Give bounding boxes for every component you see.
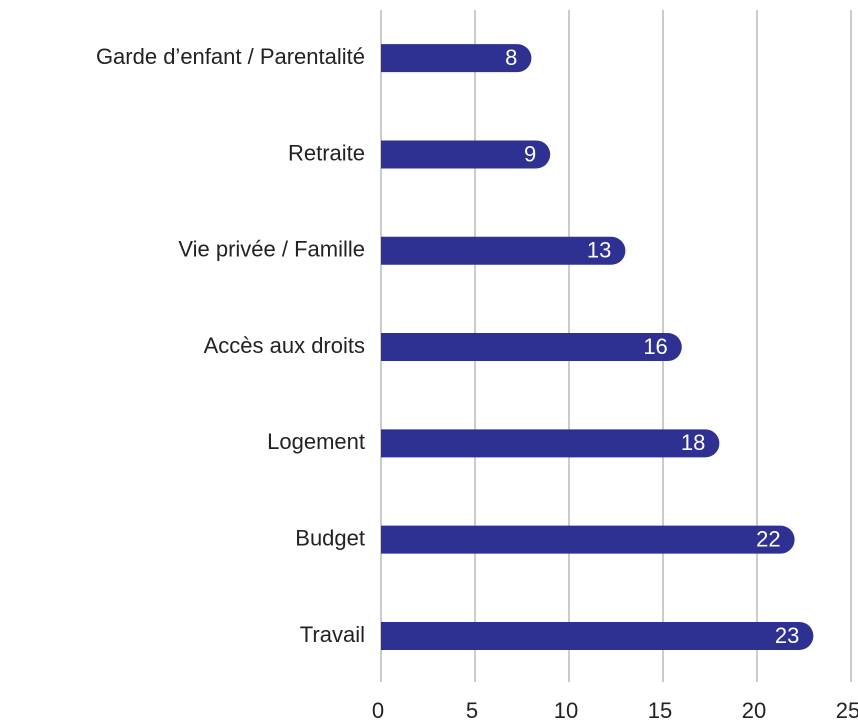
bar <box>381 333 682 362</box>
y-tick-label: Garde d’enfant / Parentalité <box>96 44 365 69</box>
value-label: 9 <box>524 141 536 166</box>
value-label: 18 <box>681 430 705 455</box>
bar <box>381 525 795 554</box>
x-tick-label: 20 <box>742 698 766 723</box>
y-tick-label: Budget <box>295 525 365 550</box>
x-tick-label: 15 <box>648 698 672 723</box>
x-tick-label: 10 <box>554 698 578 723</box>
value-label: 22 <box>756 526 780 551</box>
bar <box>381 429 720 458</box>
value-label: 16 <box>643 334 667 359</box>
x-tick-label: 5 <box>466 698 478 723</box>
y-tick-label: Travail <box>300 622 365 647</box>
x-tick-label: 0 <box>372 698 384 723</box>
y-tick-label: Retraite <box>288 140 365 165</box>
x-tick-label: 25 <box>836 698 858 723</box>
value-label: 23 <box>775 623 799 648</box>
value-label: 13 <box>587 238 611 263</box>
value-label: 8 <box>505 45 517 70</box>
bar <box>381 44 532 73</box>
bar <box>381 140 551 169</box>
bar <box>381 621 814 650</box>
y-tick-label: Accès aux droits <box>204 333 365 358</box>
y-tick-label: Vie privée / Famille <box>178 237 365 262</box>
bar <box>381 236 626 265</box>
y-tick-label: Logement <box>267 429 365 454</box>
